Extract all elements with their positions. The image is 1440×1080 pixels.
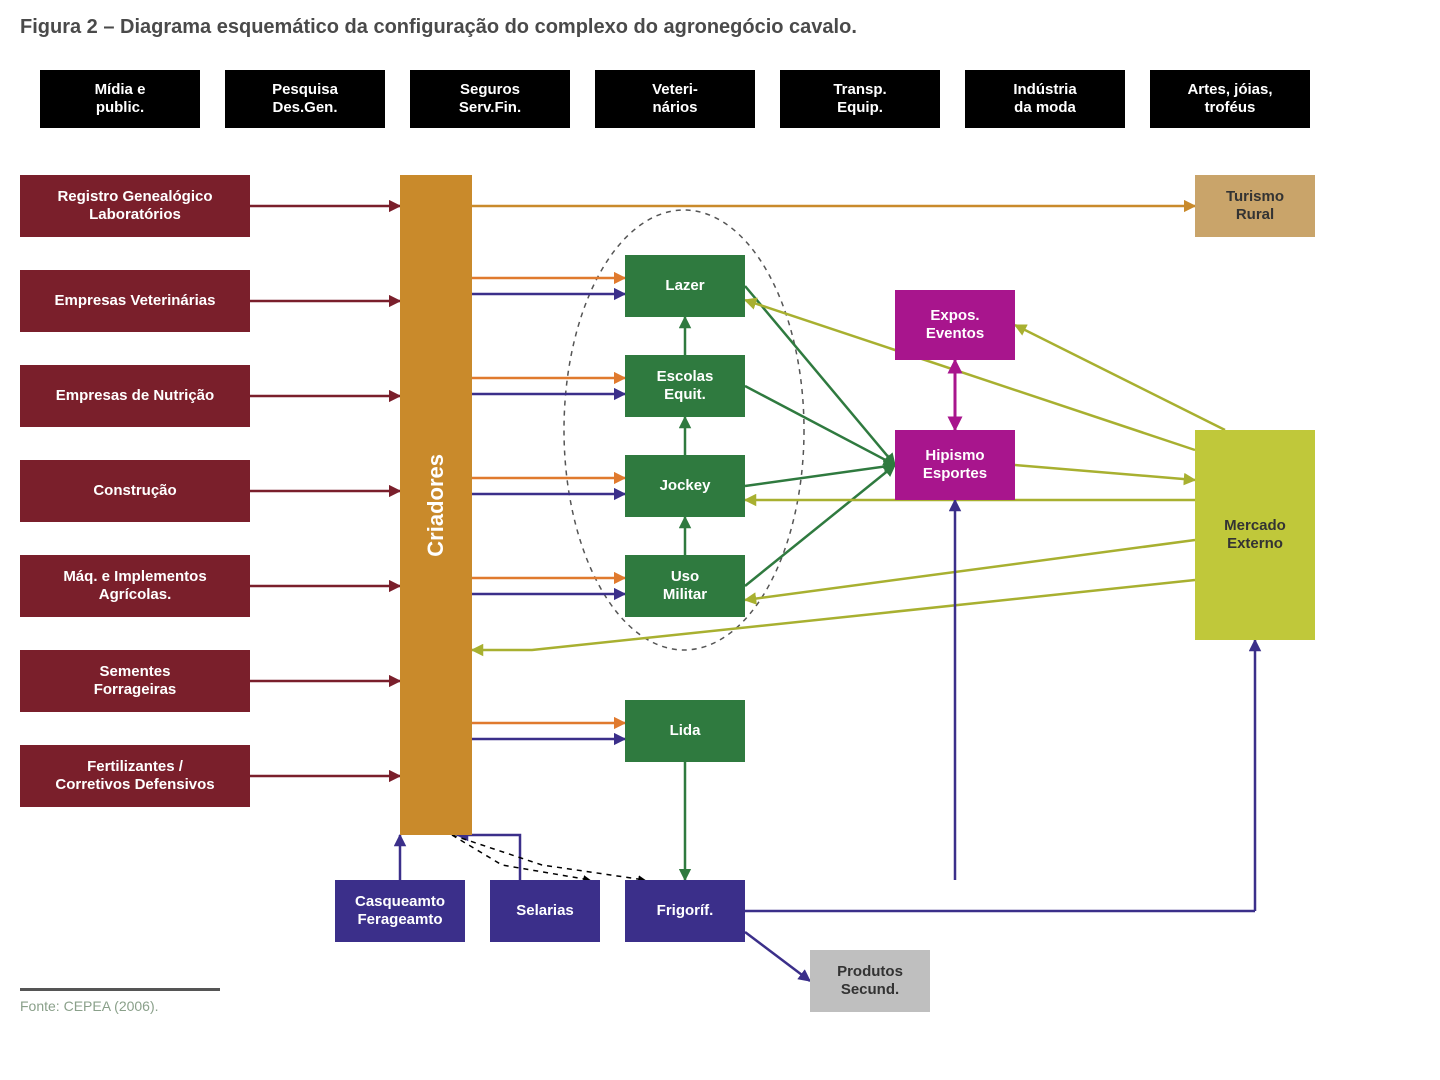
criadores: Criadores <box>400 175 472 835</box>
source-divider <box>20 988 220 991</box>
i-frigor: Frigoríf. <box>625 880 745 942</box>
produtos: Produtos Secund. <box>810 950 930 1012</box>
in-constr: Construção <box>20 460 250 522</box>
hdr-seguros: Seguros Serv.Fin. <box>410 70 570 128</box>
i-selarias: Selarias <box>490 880 600 942</box>
hdr-pesquisa: Pesquisa Des.Gen. <box>225 70 385 128</box>
g-jockey: Jockey <box>625 455 745 517</box>
in-fert: Fertilizantes / Corretivos Defensivos <box>20 745 250 807</box>
hdr-moda: Indústria da moda <box>965 70 1125 128</box>
hdr-transp: Transp. Equip. <box>780 70 940 128</box>
m-expos: Expos. Eventos <box>895 290 1015 360</box>
g-escolas: Escolas Equit. <box>625 355 745 417</box>
in-nutricao: Empresas de Nutrição <box>20 365 250 427</box>
g-uso: Uso Militar <box>625 555 745 617</box>
in-maq: Máq. e Implementos Agrícolas. <box>20 555 250 617</box>
in-sementes: Sementes Forrageiras <box>20 650 250 712</box>
figure-title: Figura 2 – Diagrama esquemático da confi… <box>20 16 857 39</box>
hdr-artes: Artes, jóias, troféus <box>1150 70 1310 128</box>
hdr-midia: Mídia e public. <box>40 70 200 128</box>
g-lazer: Lazer <box>625 255 745 317</box>
hdr-vet: Veteri- nários <box>595 70 755 128</box>
mercado: Mercado Externo <box>1195 430 1315 640</box>
in-registro: Registro Genealógico Laboratórios <box>20 175 250 237</box>
in-vet: Empresas Veterinárias <box>20 270 250 332</box>
m-hipismo: Hipismo Esportes <box>895 430 1015 500</box>
figure-source: Fonte: CEPEA (2006). <box>20 998 159 1014</box>
g-lida: Lida <box>625 700 745 762</box>
turismo: Turismo Rural <box>1195 175 1315 237</box>
i-casq: Casqueamto Ferageamto <box>335 880 465 942</box>
